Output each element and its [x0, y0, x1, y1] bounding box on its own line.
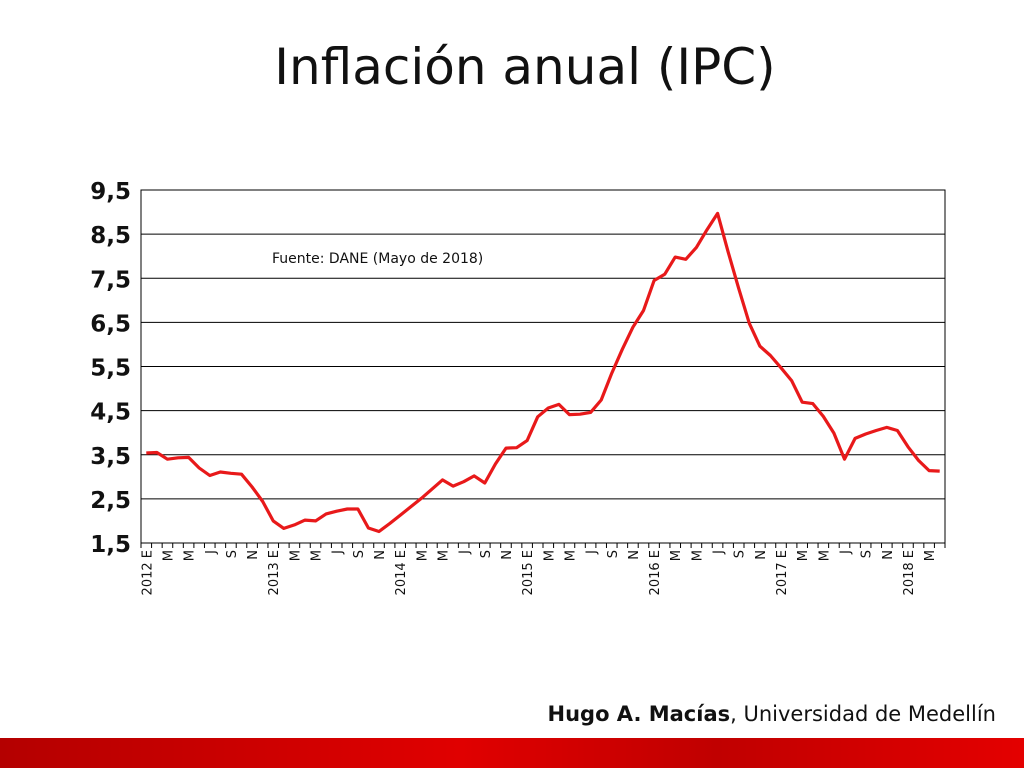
y-tick-label: 5,5 [90, 356, 131, 382]
y-tick-label: 4,5 [90, 400, 131, 426]
source-annotation: Fuente: DANE (Mayo de 2018) [272, 251, 483, 267]
x-tick-label: M [796, 550, 811, 561]
x-tick-label: J [331, 550, 346, 555]
series-line-ipc [146, 211, 940, 534]
x-tick-label: S [479, 550, 494, 558]
x-tick-label: S [352, 550, 367, 558]
x-tick-label: M [183, 550, 198, 561]
x-tick-label: J [585, 550, 600, 555]
x-tick-label: M [161, 550, 176, 561]
y-tick-label: 3,5 [90, 444, 131, 470]
y-tick-label: 7,5 [90, 267, 131, 293]
affiliation: , Universidad de Medellín [730, 702, 996, 726]
x-tick-label: N [373, 550, 388, 560]
x-tick-label: M [542, 550, 557, 561]
x-tick-label: M [923, 550, 938, 561]
x-tick-label: N [627, 550, 642, 560]
x-tick-label: M [563, 550, 578, 561]
x-tick-label: 2015 E [521, 550, 536, 595]
y-tick-label: 2,5 [90, 488, 131, 514]
y-tick-label: 1,5 [90, 532, 131, 558]
x-tick-label: M [669, 550, 684, 561]
author-name: Hugo A. Macías [547, 702, 731, 726]
x-tick-label: J [712, 550, 727, 555]
x-tick-label: S [733, 550, 748, 558]
x-tick-label: J [458, 550, 473, 555]
x-tick-label: S [225, 550, 240, 558]
x-tick-label: N [246, 550, 261, 560]
x-tick-label: M [415, 550, 430, 561]
x-tick-label: N [881, 550, 896, 560]
x-tick-label: M [690, 550, 705, 561]
y-tick-label: 6,5 [90, 311, 131, 337]
x-tick-label: J [839, 550, 854, 555]
slide-title: Inflación anual (IPC) [274, 38, 776, 96]
y-tick-label: 9,5 [90, 179, 131, 205]
x-tick-label: M [288, 550, 303, 561]
x-tick-label: M [437, 550, 452, 561]
grid-layer [141, 189, 945, 544]
footer-bar [0, 738, 1024, 768]
x-tick-label: 2013 E [267, 550, 282, 595]
x-tick-label: 2012 E [140, 550, 155, 595]
x-tick-label: M [817, 550, 832, 561]
x-tick-label: S [606, 550, 621, 558]
y-tick-labels: 9,5 8,5 7,5 6,5 5,5 4,5 3,5 2,5 1,5 [90, 179, 131, 558]
footer-credit: Hugo A. Macías, Universidad de Medellín [548, 702, 996, 726]
y-tick-label: 8,5 [90, 223, 131, 249]
x-tick-label: M [310, 550, 325, 561]
x-tick-label: N [500, 550, 515, 560]
x-tick-label: J [204, 550, 219, 555]
x-tick-label: 2018 E [902, 550, 917, 595]
x-tick-label: N [754, 550, 769, 560]
x-tick-label: 2017 E [775, 550, 790, 595]
x-tick-label: 2016 E [648, 550, 663, 595]
x-tick-label: 2014 E [394, 550, 409, 595]
x-tick-label: S [860, 550, 875, 558]
